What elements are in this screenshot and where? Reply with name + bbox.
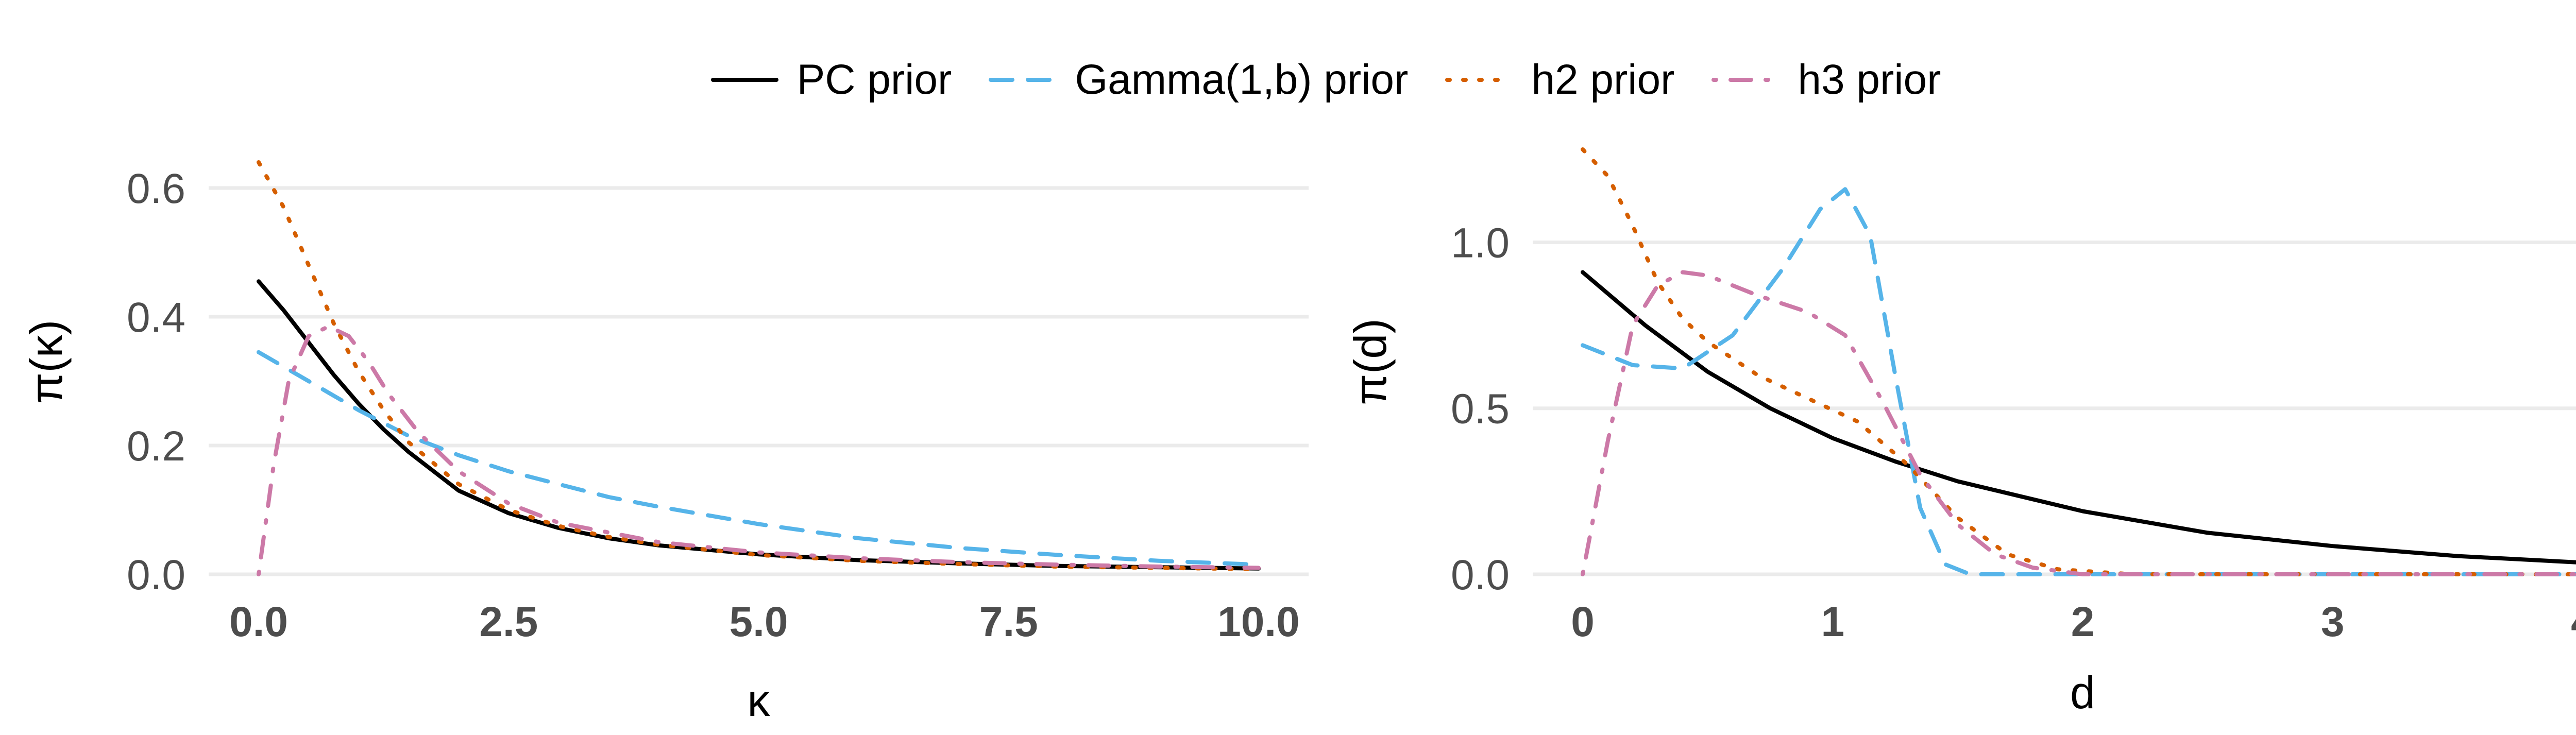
chart-panel-1: 0.0 0.2 0.4 0.6 0.0 2.5 5.0 7.5 10.0 κ π(κ) bbox=[21, 160, 1309, 726]
series-line-gamma-1-b-prior bbox=[257, 350, 1261, 567]
legend-label: h3 prior bbox=[1798, 56, 1941, 103]
y-axis-label: π(d) bbox=[1345, 318, 1396, 405]
x-tick-label: 7.5 bbox=[979, 599, 1038, 645]
x-tick-label: 3 bbox=[2321, 599, 2345, 645]
series-line-pc-prior bbox=[1581, 270, 2576, 565]
series-line-h2-prior bbox=[257, 160, 1261, 571]
x-tick-label: 2 bbox=[2071, 599, 2095, 645]
x-tick-label: 10.0 bbox=[1217, 599, 1300, 645]
y-tick-label: 1.0 bbox=[1451, 219, 1510, 266]
x-tick-label: 4 bbox=[2571, 599, 2576, 645]
legend-key-h3-prior bbox=[1711, 78, 1780, 82]
legend-item-gamma-1-b-prior: Gamma(1,b) prior bbox=[988, 56, 1408, 104]
x-tick-label: 1 bbox=[1821, 599, 1844, 645]
y-tick-label: 0.0 bbox=[1451, 552, 1510, 599]
y-tick-label: 0.5 bbox=[1451, 386, 1510, 433]
x-axis-label: d bbox=[2070, 667, 2095, 718]
legend-key-gamma-1-b-prior bbox=[989, 78, 1057, 82]
legend-label: Gamma(1,b) prior bbox=[1075, 56, 1409, 103]
y-tick-label: 0.6 bbox=[127, 165, 185, 212]
legend: PC prior Gamma(1,b) prior h2 prior h3 prior bbox=[0, 49, 2576, 111]
x-tick-label: 5.0 bbox=[730, 599, 788, 645]
x-tick-label: 2.5 bbox=[479, 599, 538, 645]
legend-key-h2-prior bbox=[1445, 78, 1513, 82]
series-line-gamma-1-b-prior bbox=[1581, 187, 2576, 576]
series-line-h3-prior bbox=[1581, 270, 2576, 576]
y-tick-label: 0.0 bbox=[127, 552, 185, 599]
y-tick-label: 0.2 bbox=[127, 423, 185, 470]
x-tick-label: 0.0 bbox=[229, 599, 288, 645]
y-axis-label: π(κ) bbox=[21, 320, 72, 404]
legend-key-pc-prior bbox=[710, 78, 778, 82]
legend-label: h2 prior bbox=[1531, 56, 1675, 103]
legend-item-h3-prior: h3 prior bbox=[1710, 56, 1941, 104]
x-tick-label: 0 bbox=[1571, 599, 1595, 645]
series-line-h3-prior bbox=[257, 324, 1261, 576]
y-tick-label: 0.4 bbox=[127, 294, 185, 341]
legend-item-pc-prior: PC prior bbox=[710, 56, 952, 104]
legend-item-h2-prior: h2 prior bbox=[1444, 56, 1674, 104]
legend-label: PC prior bbox=[796, 56, 952, 103]
x-axis-label: κ bbox=[748, 675, 771, 726]
chart-panel-2: 0.0 0.5 1.0 0 1 2 3 4 d π(d) bbox=[1345, 147, 2576, 718]
